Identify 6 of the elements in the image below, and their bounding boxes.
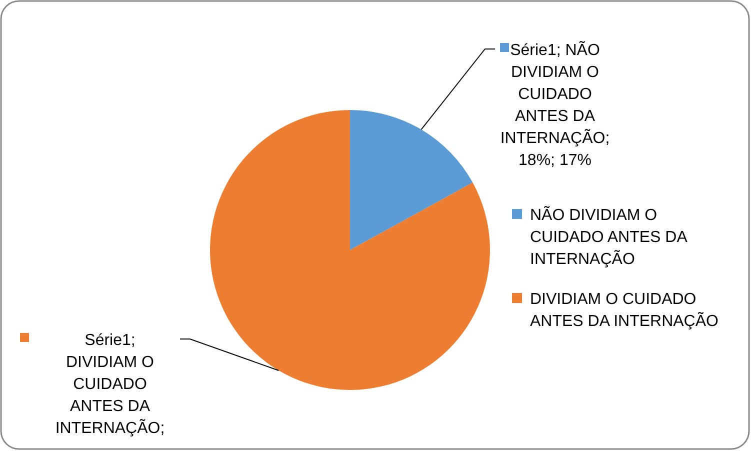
pie-slice (210, 110, 490, 390)
data-label: Série1; DIVIDIAM O CUIDADO ANTES DA INTERNAÇÃO; (55, 332, 165, 437)
legend-label: DIVIDIAM O CUIDADO ANTES DA INTERNAÇÃO (530, 291, 718, 330)
data-label: Série1; NÃO DIVIDIAM O CUIDADO ANTES DA INTERNAÇÃO; 18%; 17% (500, 40, 610, 169)
legend-label: NÃO DIVIDIAM O CUIDADO ANTES DA INTERNAÇÃO (530, 205, 688, 268)
pie-slice (350, 110, 473, 250)
